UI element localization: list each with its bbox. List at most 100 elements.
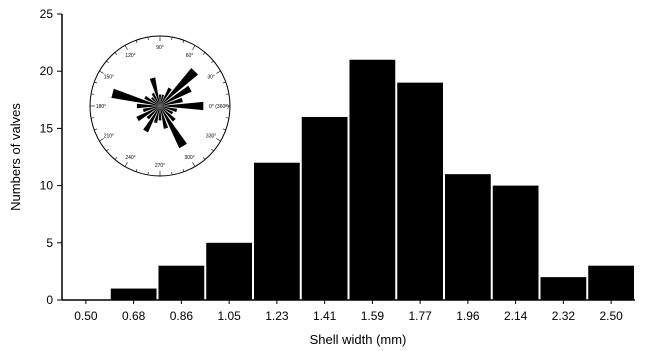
x-tick-label: 1.59 <box>361 309 385 323</box>
x-tick-label: 1.41 <box>313 309 337 323</box>
rose-tick <box>94 81 98 84</box>
x-tick-label: 0.50 <box>74 309 98 323</box>
rose-diagram: 0° (360°) 30° 60° 90° 120° 150° 180° 210° 240° 27… <box>89 35 231 177</box>
y-tick-label: 10 <box>40 179 54 193</box>
rose-petal-195 <box>142 106 160 113</box>
x-tick-label: 2.32 <box>552 309 576 323</box>
rose-angle-label: 330° <box>206 134 216 140</box>
rose-tick <box>202 157 206 160</box>
rose-angle-label: 30° <box>207 75 215 81</box>
y-tick-label: 5 <box>46 236 53 250</box>
bar-1.05 <box>206 242 252 300</box>
rose-petal-165 <box>111 88 160 106</box>
y-ticks-group: 0 5 10 15 20 25 <box>40 7 62 307</box>
rose-tick <box>106 148 109 152</box>
rose-angle-label: 120° <box>125 53 135 59</box>
rose-angle-label: 0° (360°) <box>209 104 229 110</box>
rose-tick <box>124 45 128 50</box>
y-tick-label: 0 <box>46 293 53 307</box>
x-tick-label: 0.68 <box>122 309 146 323</box>
rose-petal-300 <box>160 106 187 149</box>
x-tick-label: 1.05 <box>217 309 241 323</box>
rose-tick <box>182 40 185 44</box>
rose-tick <box>192 45 196 50</box>
bar-1.41 <box>301 116 348 301</box>
x-tick-label: 1.96 <box>456 309 480 323</box>
bar-2.32 <box>540 277 587 300</box>
rose-angle-label: 180° <box>96 104 106 110</box>
rose-tick <box>124 162 128 167</box>
rose-petal-315 <box>160 106 176 122</box>
rose-tick <box>202 52 206 55</box>
y-tick-label: 15 <box>40 121 54 135</box>
rose-tick <box>94 128 98 131</box>
rose-tick <box>114 157 118 160</box>
bar-0.68 <box>110 288 157 300</box>
rose-angle-label: 270° <box>155 163 165 169</box>
rose-tick <box>147 171 149 175</box>
rose-petal-120 <box>151 92 160 106</box>
rose-petal-225 <box>146 106 160 120</box>
rose-tick <box>171 171 173 175</box>
rose-petal-255 <box>153 106 160 124</box>
rose-tick <box>225 93 229 95</box>
rose-petal-345 <box>160 106 178 113</box>
bar-2.50 <box>588 265 634 300</box>
rose-angle-label: 240° <box>125 155 135 161</box>
x-tick-label: 1.77 <box>408 309 432 323</box>
rose-petal-60 <box>160 87 172 106</box>
rose-tick <box>211 60 214 64</box>
rose-petal-0 <box>160 101 204 111</box>
rose-tick <box>91 117 95 119</box>
bar-1.23 <box>254 162 300 300</box>
rose-tick <box>99 70 104 74</box>
rose-tick <box>222 81 226 84</box>
bar-1.59 <box>349 59 396 301</box>
bar-0.86 <box>158 265 205 300</box>
rose-petal-150 <box>144 95 160 106</box>
rose-tick <box>147 37 149 41</box>
rose-tick <box>216 138 221 142</box>
x-tick-label: 0.86 <box>170 309 194 323</box>
rose-tick <box>91 93 95 95</box>
rose-tick <box>216 70 221 74</box>
rose-tick <box>135 40 138 44</box>
rose-tick <box>135 168 138 172</box>
rose-petal-30 <box>160 85 192 106</box>
x-tick-label: 2.50 <box>599 309 623 323</box>
rose-angle-label: 150° <box>104 75 114 81</box>
rose-tick <box>99 138 104 142</box>
x-ticks-group: 0.50 0.68 0.86 1.05 1.23 1.41 1.59 1.77 1.96 2.14… <box>74 300 623 323</box>
rose-petal-180 <box>136 103 160 109</box>
rose-angle-label: 300° <box>184 155 194 161</box>
rose-tick <box>211 148 214 152</box>
rose-petal-105 <box>149 77 160 106</box>
rose-tick <box>182 168 185 172</box>
rose-tick <box>106 60 109 64</box>
x-axis-title: Shell width (mm) <box>310 332 407 347</box>
rose-petal-75 <box>160 94 165 106</box>
bar-2.14 <box>492 185 539 300</box>
x-tick-label: 1.23 <box>265 309 289 323</box>
rose-angle-label: 210° <box>104 134 114 140</box>
rose-petal-90 <box>158 94 162 106</box>
rose-tick <box>171 37 173 41</box>
rose-petal-135 <box>151 97 160 106</box>
rose-petal-45 <box>160 67 199 106</box>
rose-angle-label: 60° <box>186 53 194 59</box>
rose-petal-240 <box>143 106 160 133</box>
y-axis-title: Numbers of valves <box>8 103 23 211</box>
bar-1.77 <box>397 82 443 300</box>
bars-group <box>110 59 634 301</box>
rose-petal-15 <box>160 97 183 106</box>
rose-petal-330 <box>160 106 174 115</box>
bar-1.96 <box>445 174 491 300</box>
rose-angle-label: 90° <box>156 45 164 51</box>
rose-tick <box>222 128 226 131</box>
y-tick-label: 25 <box>40 7 54 21</box>
axes-group <box>61 14 635 301</box>
rose-petal-210 <box>136 106 160 122</box>
x-tick-label: 2.14 <box>504 309 528 323</box>
rose-tick <box>114 52 118 55</box>
